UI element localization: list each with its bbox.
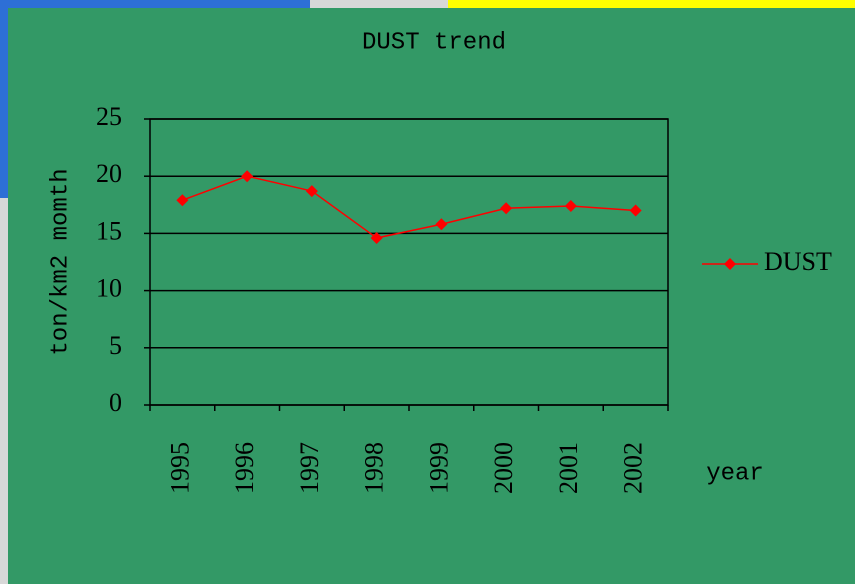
x-tick-label: 2000 <box>489 442 518 494</box>
data-point <box>435 218 448 231</box>
x-tick-label: 2001 <box>554 442 583 494</box>
data-point <box>176 194 189 207</box>
background-window <box>0 8 8 198</box>
y-tick-label: 0 <box>109 388 122 417</box>
series-line <box>182 175 636 239</box>
data-point <box>241 170 254 183</box>
data-point <box>500 202 513 215</box>
x-tick-label: 1999 <box>424 442 453 494</box>
data-point <box>629 204 642 217</box>
y-tick-label: 20 <box>96 159 122 188</box>
y-tick-label: 15 <box>96 216 122 245</box>
x-tick-label: 1995 <box>165 442 194 494</box>
y-tick-label: 5 <box>109 331 122 360</box>
x-tick-label: 1996 <box>230 442 259 494</box>
x-tick-label: 1998 <box>360 442 389 494</box>
x-tick-label: 2002 <box>619 442 648 494</box>
background-window <box>448 0 855 8</box>
x-tick-label: 1997 <box>295 442 324 494</box>
x-axis-title: year <box>706 460 764 487</box>
legend-label: DUST <box>764 247 832 276</box>
chart-area <box>8 8 855 584</box>
chart-title: DUST trend <box>362 29 506 56</box>
data-point <box>370 231 383 244</box>
background-window <box>0 0 310 8</box>
legend-marker <box>724 258 736 270</box>
data-point <box>305 185 318 198</box>
y-tick-label: 10 <box>96 274 122 303</box>
y-axis-title: ton/km2 momth <box>47 168 74 355</box>
data-point <box>564 199 577 212</box>
y-tick-label: 25 <box>96 102 122 131</box>
